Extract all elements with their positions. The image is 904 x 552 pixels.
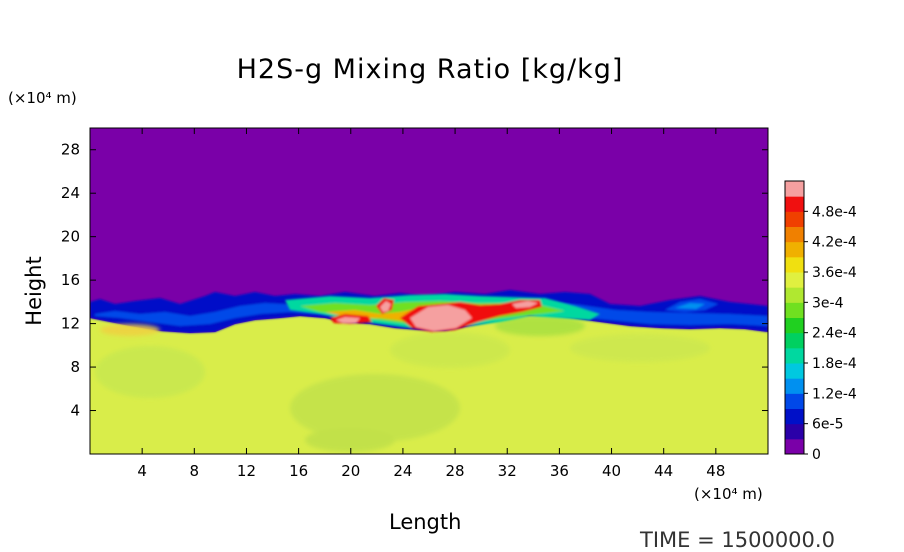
x-axis-ticks: 4 8 12 16 20 24 28 32 36 40 44 48: [137, 128, 725, 480]
y-axis-ticks: 4 8 12 16 20 24 28: [61, 141, 768, 420]
x-tick-label: 32: [498, 462, 517, 480]
colorbar-segment: [785, 363, 804, 379]
colorbar-frame: [784, 180, 805, 455]
y-tick-label: 12: [61, 315, 80, 333]
y-tick-label: 20: [61, 228, 80, 246]
colorbar-segment: [785, 287, 804, 303]
colorbar-segment: [785, 408, 804, 425]
y-tick-label: 8: [70, 358, 80, 376]
x-tick-label: 8: [190, 462, 200, 480]
x-tick-label: 20: [341, 462, 360, 480]
colorbar-segment: [785, 393, 804, 409]
colorbar-label: 1.2e-4: [812, 386, 857, 402]
x-tick-label: 16: [289, 462, 308, 480]
colorbar-segment: [785, 256, 804, 273]
colorbar-segment: [785, 181, 804, 197]
colorbar-segment: [785, 423, 804, 440]
colorbar-label: 0: [812, 447, 821, 463]
y-axis-unit: (×10⁴ m): [8, 89, 77, 107]
plot-frame: [89, 127, 769, 455]
colorbar-label: 3.6e-4: [812, 265, 857, 281]
y-tick-label: 28: [61, 141, 80, 159]
heatmap-field: [90, 128, 768, 454]
x-tick-label: 28: [446, 462, 465, 480]
colorbar-segment: [785, 211, 804, 227]
colorbar-segment: [785, 302, 804, 318]
colorbar-segment: [785, 272, 804, 288]
x-tick-label: 24: [393, 462, 412, 480]
colorbar-segment: [785, 226, 804, 243]
x-tick-label: 4: [137, 462, 147, 480]
x-tick-label: 40: [602, 462, 621, 480]
colorbar-segment: [785, 347, 804, 364]
plume: [285, 294, 600, 332]
x-axis-title: Length: [389, 510, 462, 534]
x-axis-unit: (×10⁴ m): [694, 485, 763, 503]
colorbar-segment: [785, 241, 804, 258]
colorbar-segment: [785, 332, 804, 349]
colorbar-segment: [785, 438, 804, 455]
colorbar-segment: [785, 317, 804, 334]
chart-title: H2S-g Mixing Ratio [kg/kg]: [236, 54, 624, 85]
x-tick-label: 36: [550, 462, 569, 480]
y-tick-label: 4: [70, 402, 80, 420]
x-tick-label: 12: [237, 462, 256, 480]
x-tick-label: 44: [654, 462, 673, 480]
colorbar-label: 6e-5: [812, 417, 843, 433]
shading-texture: [95, 316, 710, 452]
colorbar-label: 3e-4: [812, 295, 844, 311]
colorbar-label: 4.8e-4: [812, 204, 857, 220]
colorbar-label: 2.4e-4: [812, 326, 857, 342]
colorbar-label: 4.2e-4: [812, 235, 857, 251]
x-tick-label: 48: [706, 462, 725, 480]
colorbar: 0 6e-5 1.2e-4 1.8e-4 2.4e-4 3e-4 3.6e-4 4.2e-4 4…: [784, 180, 857, 463]
colorbar-segment: [785, 196, 804, 212]
y-tick-label: 24: [61, 184, 80, 202]
colorbar-label: 1.8e-4: [812, 356, 857, 372]
y-tick-label: 16: [61, 271, 80, 289]
colorbar-segment: [785, 378, 804, 394]
